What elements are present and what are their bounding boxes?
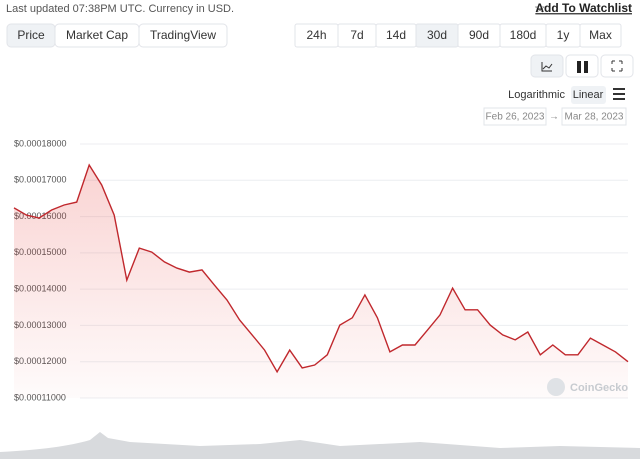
candle-view[interactable] xyxy=(565,54,599,78)
range-button[interactable] xyxy=(579,23,622,48)
range-label[interactable]: 90d xyxy=(469,28,489,42)
range-label[interactable]: 14d xyxy=(386,28,406,42)
scale-log[interactable]: Logarithmic xyxy=(508,89,565,101)
tab-label[interactable]: Market Cap xyxy=(66,28,128,42)
watermark: CoinGecko xyxy=(570,382,628,394)
status: Last updated 07:38PM UTC. Currency in US… xyxy=(6,3,234,15)
watermark-logo xyxy=(547,378,565,396)
tab-label[interactable]: TradingView xyxy=(150,28,216,42)
range-label[interactable]: 1y xyxy=(557,28,570,42)
date-to: Mar 28, 2023 xyxy=(565,112,624,123)
expand-icon xyxy=(611,60,623,72)
y-tick-label: $0.00017000 xyxy=(14,175,67,185)
navigator xyxy=(0,432,640,459)
scale-linear[interactable]: Linear xyxy=(573,89,604,101)
range-label[interactable]: 24h xyxy=(306,28,326,42)
tab[interactable] xyxy=(138,23,228,48)
price-line xyxy=(13,163,629,374)
line-icon xyxy=(541,62,553,72)
range-label[interactable]: 30d xyxy=(427,28,447,42)
range-label[interactable]: Max xyxy=(589,28,612,42)
date-sep: → xyxy=(549,112,559,123)
date-from-box[interactable] xyxy=(483,107,547,126)
range-label[interactable]: 7d xyxy=(350,28,363,42)
watchlist[interactable]: Add To Watchlist xyxy=(535,1,632,15)
scale-linear-bg xyxy=(571,86,606,104)
candle-icon xyxy=(577,61,588,73)
y-tick-label: $0.00018000 xyxy=(14,138,67,148)
star-icon[interactable]: ☆ xyxy=(534,0,546,15)
date-to-box[interactable] xyxy=(561,107,627,126)
line-view[interactable] xyxy=(530,54,564,78)
range-label[interactable]: 180d xyxy=(510,28,537,42)
fullscreen[interactable] xyxy=(600,54,634,78)
menu-icon[interactable] xyxy=(613,88,625,100)
date-from: Feb 26, 2023 xyxy=(486,112,545,123)
tab-label[interactable]: Price xyxy=(17,28,45,42)
y-tick-label: $0.00016000 xyxy=(14,211,67,221)
price-area xyxy=(14,165,628,398)
